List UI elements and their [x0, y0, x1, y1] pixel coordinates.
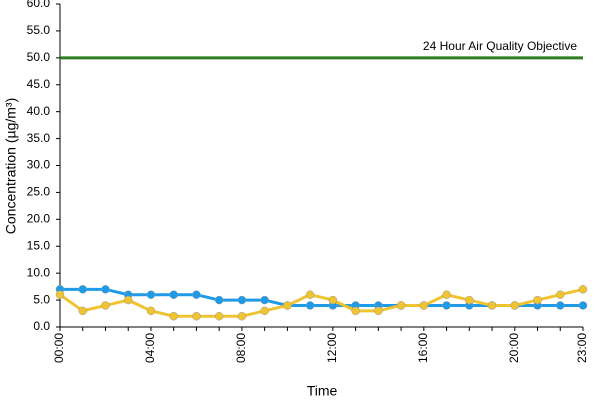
- reference-label: 24 Hour Air Quality Objective: [423, 39, 577, 53]
- data-point: [578, 285, 588, 294]
- data-point: [192, 311, 201, 321]
- data-point: [328, 295, 338, 305]
- data-point: [510, 301, 520, 310]
- x-tick-label: 00:00: [52, 333, 66, 363]
- y-tick-label: 0.0: [33, 319, 50, 333]
- x-tick-label: 23:00: [575, 333, 589, 363]
- y-tick-label: 35.0: [27, 131, 51, 145]
- y-tick-label: 15.0: [27, 238, 51, 252]
- data-point: [419, 301, 429, 310]
- y-tick-label: 45.0: [27, 77, 51, 91]
- data-point: [169, 290, 178, 299]
- data-point: [101, 301, 110, 310]
- y-tick-label: 40.0: [27, 104, 51, 118]
- x-tick-label: 20:00: [507, 333, 521, 363]
- x-tick-label: 16:00: [416, 333, 430, 363]
- data-point: [442, 301, 451, 310]
- y-tick-label: 25.0: [27, 185, 51, 199]
- x-tick-label: 08:00: [234, 333, 248, 363]
- data-point: [78, 306, 87, 316]
- data-point: [214, 295, 224, 305]
- data-point: [556, 290, 565, 299]
- y-tick-label: 60.0: [27, 0, 51, 10]
- data-point: [578, 301, 588, 310]
- data-point: [465, 295, 474, 305]
- data-point: [192, 290, 201, 299]
- data-point: [146, 290, 156, 299]
- data-point: [556, 301, 565, 310]
- data-point: [169, 311, 178, 321]
- data-point: [260, 306, 269, 316]
- y-tick-label: 30.0: [27, 158, 51, 172]
- data-point: [283, 301, 292, 310]
- data-point: [55, 290, 65, 299]
- y-tick-label: 10.0: [27, 265, 51, 279]
- data-point: [396, 301, 406, 310]
- data-point: [442, 290, 451, 299]
- data-point: [146, 306, 156, 316]
- data-point: [123, 295, 133, 305]
- y-axis-label: Concentration (µg/m³): [3, 98, 19, 234]
- data-point: [533, 295, 542, 305]
- data-point: [305, 290, 315, 299]
- data-point: [237, 295, 247, 305]
- y-tick-label: 50.0: [27, 50, 51, 64]
- data-point: [237, 311, 247, 321]
- data-point: [260, 295, 269, 305]
- data-point: [78, 285, 87, 294]
- data-point: [101, 285, 110, 294]
- x-tick-label: 12:00: [325, 333, 339, 363]
- data-point: [305, 301, 315, 310]
- y-tick-label: 55.0: [27, 23, 51, 37]
- data-point: [351, 306, 360, 316]
- data-point: [374, 306, 383, 316]
- y-tick-label: 5.0: [33, 292, 50, 306]
- data-point: [214, 311, 224, 321]
- x-axis-label: Time: [307, 383, 338, 399]
- x-tick-label: 04:00: [143, 333, 157, 363]
- y-tick-label: 20.0: [27, 212, 51, 226]
- data-point: [487, 301, 497, 310]
